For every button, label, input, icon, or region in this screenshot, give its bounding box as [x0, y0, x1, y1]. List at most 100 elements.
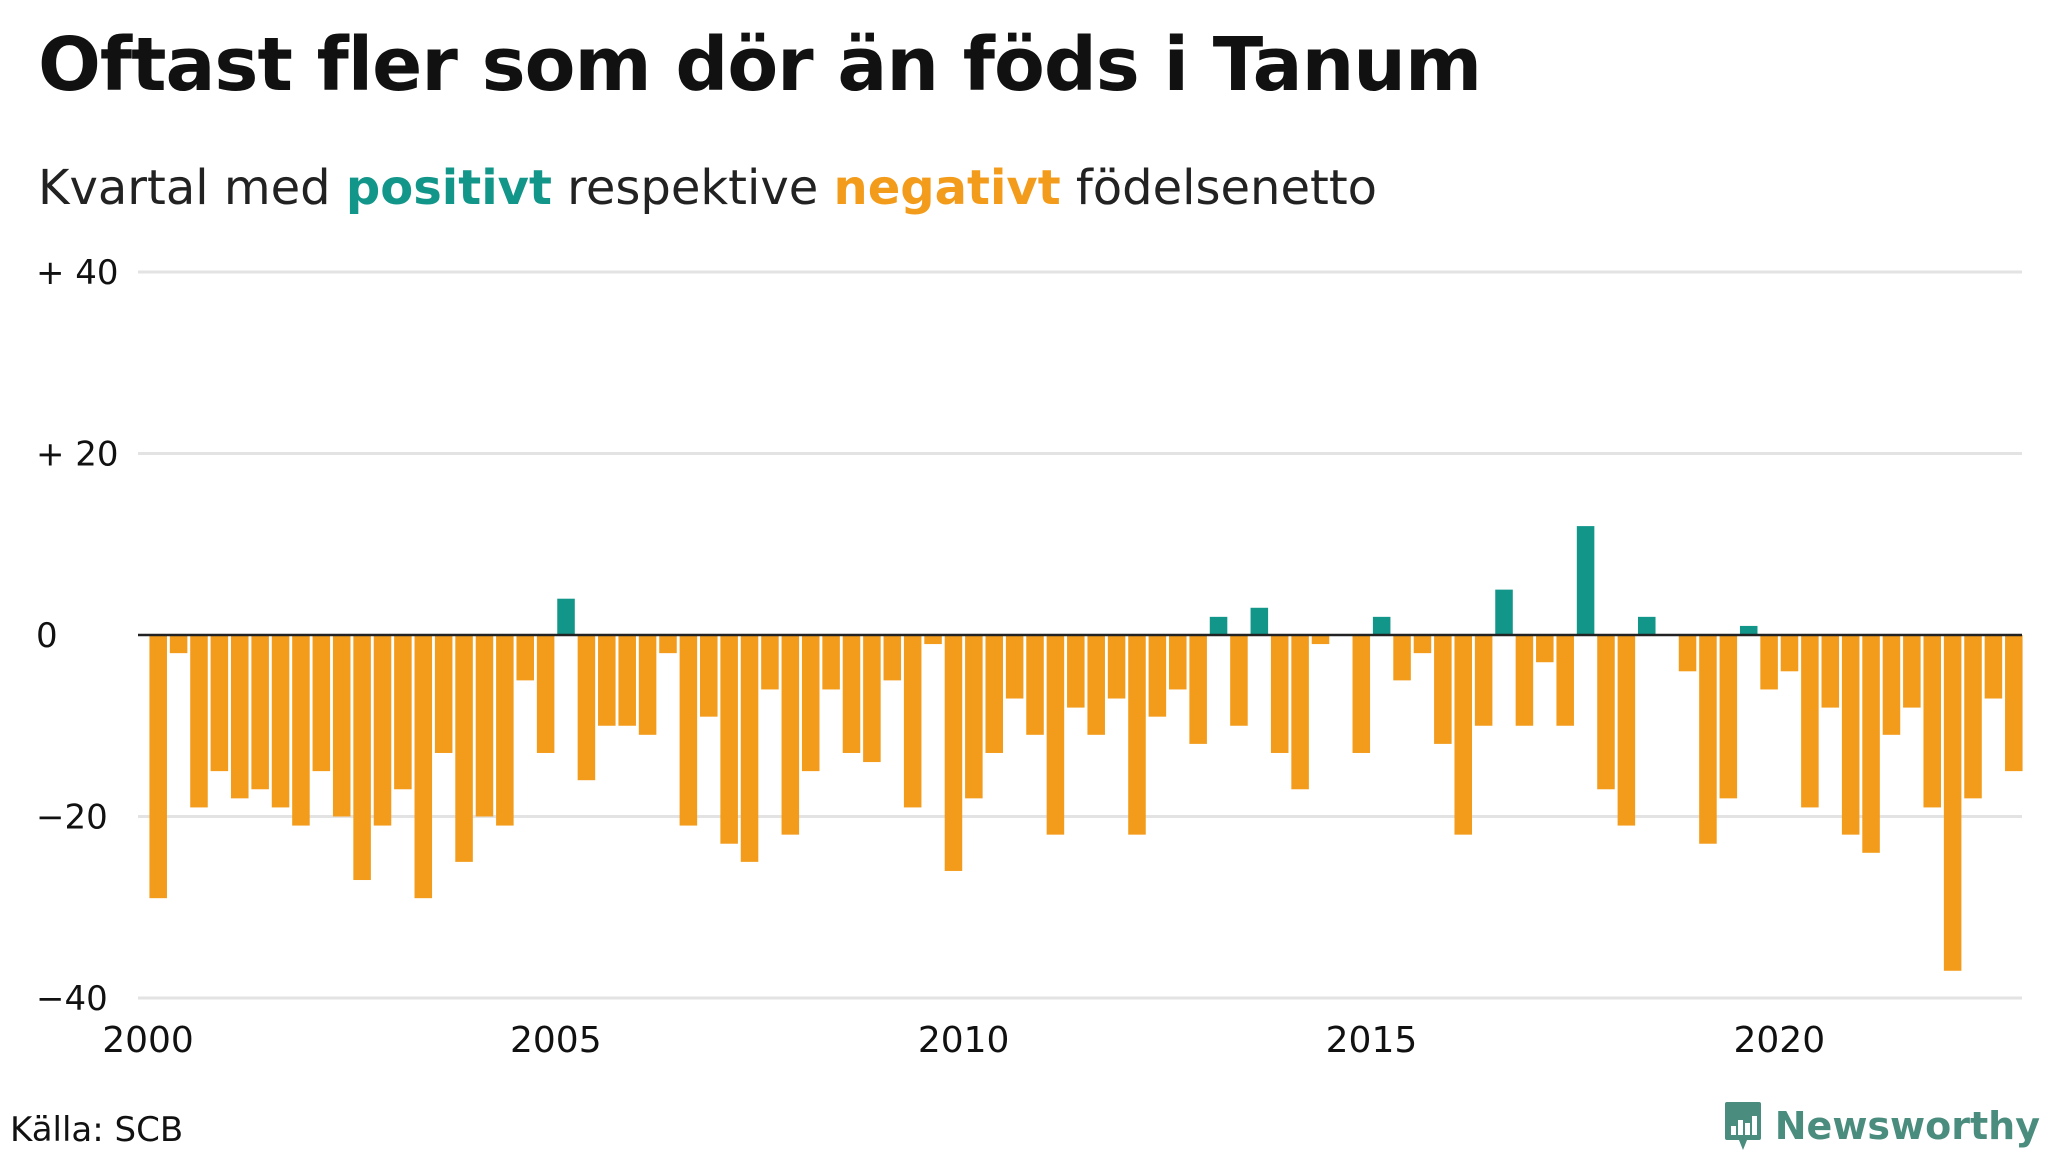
bar [516, 635, 535, 681]
bar [1903, 635, 1921, 708]
x-tick-label: 2000 [102, 1020, 194, 1061]
bar [1250, 607, 1269, 635]
bar [1637, 616, 1656, 635]
bar [1005, 635, 1024, 699]
bar [414, 635, 433, 899]
bar [1352, 635, 1371, 753]
bar [1495, 589, 1513, 635]
bar [1882, 635, 1901, 735]
subtitle-negative: negativt [833, 160, 1061, 216]
chart-title: Oftast fler som dör än föds i Tanum [38, 22, 1482, 108]
bar [761, 635, 779, 690]
bar [394, 635, 412, 790]
bar [475, 635, 494, 817]
bar [1209, 616, 1228, 635]
bar [190, 635, 208, 808]
bar [434, 635, 453, 753]
y-axis-ticks: + 40 + 20 0 −20 −40 [36, 253, 119, 1019]
bar [1372, 616, 1391, 635]
bar [557, 598, 575, 635]
bar [1515, 635, 1534, 726]
brand-name: Newsworthy [1774, 1104, 2040, 1148]
bar [659, 635, 677, 654]
source-note: Källa: SCB [10, 1110, 184, 1150]
bar [598, 635, 616, 726]
bar [1291, 635, 1309, 790]
bar [1189, 635, 1207, 744]
bar [1923, 635, 1942, 808]
newsworthy-logo-icon [1724, 1102, 1761, 1150]
bar [332, 635, 351, 817]
bar [1678, 635, 1697, 672]
bar [496, 635, 514, 826]
bar [842, 635, 861, 753]
x-tick-label: 2020 [1733, 1020, 1825, 1061]
bar [1393, 635, 1411, 681]
bar [1128, 635, 1146, 835]
y-tick-label: + 20 [36, 435, 119, 475]
bar [210, 635, 229, 772]
bar [1454, 635, 1473, 835]
bar [863, 635, 881, 763]
bar [1943, 635, 1962, 971]
bar [1168, 635, 1187, 690]
bar [924, 635, 942, 645]
bar [1311, 635, 1330, 645]
bar [699, 635, 718, 717]
bar [740, 635, 759, 862]
bar [720, 635, 738, 844]
bar [1434, 635, 1452, 744]
bar [638, 635, 657, 735]
bar [353, 635, 371, 881]
x-tick-label: 2010 [918, 1020, 1010, 1061]
bar [1719, 635, 1738, 799]
bar [1148, 635, 1167, 717]
bar [618, 635, 636, 726]
bar [944, 635, 963, 871]
bar [1536, 635, 1554, 663]
bar [312, 635, 331, 772]
bar [1801, 635, 1819, 808]
bar [169, 635, 188, 654]
bar [149, 635, 167, 899]
subtitle-positive: positivt [345, 160, 552, 216]
x-tick-label: 2015 [1326, 1020, 1418, 1061]
x-tick-label: 2005 [510, 1020, 602, 1061]
bar [1556, 635, 1574, 726]
bars [149, 526, 2023, 971]
bar [1841, 635, 1860, 835]
bar [1862, 635, 1880, 853]
brand-logo: Newsworthy [1723, 1100, 2040, 1152]
bar [271, 635, 290, 808]
bar [985, 635, 1004, 753]
bar-chart: + 40 + 20 0 −20 −40 2000 2005 2010 2015 2020 [36, 253, 2023, 1061]
x-axis-ticks: 2000 2005 2010 2015 2020 [102, 1020, 1825, 1061]
bar [1067, 635, 1085, 708]
y-tick-label: −40 [36, 979, 108, 1019]
bar [373, 635, 392, 826]
bar [1026, 635, 1044, 735]
bar [679, 635, 698, 826]
bar [1760, 635, 1778, 690]
bar [1576, 526, 1595, 635]
chart-subtitle: Kvartal med positivt respektive negativt… [38, 160, 1377, 216]
bar [801, 635, 820, 772]
bar [1087, 635, 1105, 735]
bar [1474, 635, 1493, 726]
bar [2005, 635, 2023, 772]
bar [1617, 635, 1636, 826]
bar [536, 635, 555, 753]
bar [965, 635, 983, 799]
bar [455, 635, 473, 862]
bar [1107, 635, 1126, 699]
bar [903, 635, 922, 808]
bar [1230, 635, 1248, 726]
y-tick-label: 0 [36, 616, 58, 656]
y-tick-label: −20 [36, 798, 108, 838]
subtitle-middle: respektive [567, 160, 819, 216]
bar [1597, 635, 1615, 790]
bar [822, 635, 840, 690]
y-tick-label: + 40 [36, 253, 119, 293]
bar [292, 635, 310, 826]
bar [1046, 635, 1065, 835]
